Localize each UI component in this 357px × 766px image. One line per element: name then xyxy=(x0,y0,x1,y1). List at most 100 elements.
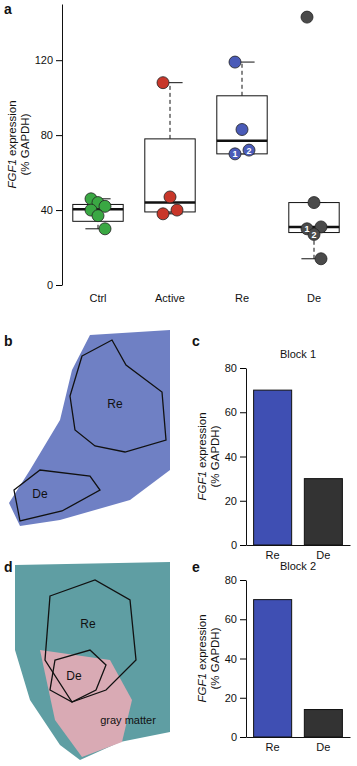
region-label: gray matter xyxy=(100,714,156,726)
x-tick-label: De xyxy=(316,741,330,753)
point-labels: 2112 xyxy=(232,146,316,240)
y-tick-mark xyxy=(56,285,62,286)
x-tick-label: Ctrl xyxy=(89,292,106,304)
x-tick-label: De xyxy=(307,292,321,304)
point-label: 1 xyxy=(304,224,309,234)
bar-chart: 020406080ReDeBlock 1FGF1 expression(% GA… xyxy=(196,348,351,561)
x-axis: Re De xyxy=(247,738,351,753)
region-label: De xyxy=(32,487,48,501)
data-point xyxy=(171,204,183,216)
y-axis-line xyxy=(62,5,63,286)
data-point xyxy=(236,124,248,136)
y-tick: 80 xyxy=(41,129,62,141)
x-tick-label: Re xyxy=(266,741,280,753)
region-label: De xyxy=(66,669,82,683)
x-tick: De xyxy=(316,741,330,753)
median xyxy=(217,140,267,143)
data-point xyxy=(229,148,241,160)
data-point xyxy=(315,253,327,265)
panel-label: c xyxy=(192,333,200,349)
y-tick: 0 xyxy=(47,279,62,291)
x-tick: Ctrl xyxy=(89,292,106,304)
panel-label: d xyxy=(4,559,13,575)
y-axis: 020406080 xyxy=(225,362,247,551)
bar xyxy=(254,600,292,737)
y-tick-label: 40 xyxy=(225,653,237,665)
tissue xyxy=(9,330,170,526)
y-tick-label: 60 xyxy=(225,613,237,625)
x-tick-label: Re xyxy=(266,549,280,561)
point-label: 2 xyxy=(246,146,251,156)
y-tick: 40 xyxy=(225,451,246,463)
x-tick-label: Re xyxy=(235,292,249,304)
y-tick: 40 xyxy=(41,204,62,216)
y-tick-mark xyxy=(240,501,246,502)
y-tick-mark xyxy=(240,412,246,413)
y-tick-mark xyxy=(240,457,246,458)
y-tick: 120 xyxy=(35,54,62,66)
y-tick-mark xyxy=(56,60,62,61)
y-tick: 60 xyxy=(225,613,246,625)
y-tick-mark xyxy=(240,659,246,660)
y-axis-title: (% GAPDH) xyxy=(19,113,31,175)
y-axis: 0 40 80 120 xyxy=(35,5,63,292)
plot-area xyxy=(73,11,339,265)
y-axis-title: (% GAPDH) xyxy=(209,425,221,487)
x-tick-label: Active xyxy=(155,292,185,304)
y-tick-label: 0 xyxy=(47,279,53,291)
data-point xyxy=(229,56,241,68)
x-tick-label: De xyxy=(316,549,330,561)
point-label: 1 xyxy=(232,149,237,159)
y-tick-mark xyxy=(240,545,246,546)
bar xyxy=(254,390,292,545)
x-tick: Re xyxy=(266,741,280,753)
x-tick: Re xyxy=(266,549,280,561)
median xyxy=(289,226,339,229)
plot-area xyxy=(254,600,343,737)
y-tick-label: 80 xyxy=(225,574,237,586)
y-tick: 20 xyxy=(225,692,246,704)
x-tick: Re xyxy=(235,292,249,304)
y-tick-mark xyxy=(240,737,246,738)
data-point xyxy=(157,208,169,220)
region-outline xyxy=(14,470,100,521)
x-axis: Re De xyxy=(247,546,351,561)
data-point xyxy=(301,11,313,23)
whisker xyxy=(170,83,171,139)
y-tick-label: 0 xyxy=(231,539,237,551)
point-label: 2 xyxy=(311,230,316,240)
chart-title: Block 1 xyxy=(280,348,316,360)
y-tick-mark xyxy=(240,368,246,369)
panel-label: e xyxy=(192,559,200,575)
y-tick-mark xyxy=(240,619,246,620)
box xyxy=(217,96,267,154)
whisker xyxy=(242,62,243,96)
data-point xyxy=(99,223,111,235)
y-tick-label: 60 xyxy=(225,406,237,418)
data-point xyxy=(164,191,176,203)
y-tick-mark xyxy=(240,698,246,699)
figure: 04080120CtrlActiveReDeFGF1 expression(% … xyxy=(0,0,357,766)
chart-title: Block 2 xyxy=(280,560,316,572)
bar-chart: 020406080ReDeBlock 2FGF1 expression(% GA… xyxy=(196,560,351,753)
gray-matter xyxy=(40,650,132,757)
y-tick: 0 xyxy=(231,539,246,551)
y-tick-label: 120 xyxy=(35,54,53,66)
y-tick-label: 20 xyxy=(225,692,237,704)
y-axis-line xyxy=(246,369,247,546)
y-tick: 60 xyxy=(225,406,246,418)
y-tick: 80 xyxy=(225,574,246,586)
x-axis-line xyxy=(247,737,351,738)
tissue xyxy=(15,562,170,760)
data-point xyxy=(243,144,255,156)
x-tick: De xyxy=(316,549,330,561)
y-tick-mark xyxy=(56,210,62,211)
y-tick-mark xyxy=(56,135,62,136)
region-label: Re xyxy=(107,397,123,411)
y-axis-title: FGF1 expression xyxy=(196,412,208,500)
y-tick: 80 xyxy=(225,362,246,374)
whisker xyxy=(98,221,99,228)
panel-label: b xyxy=(4,333,13,349)
x-axis: Ctrl Active Re De xyxy=(89,292,321,304)
y-axis-title: FGF1 expression xyxy=(6,100,18,188)
